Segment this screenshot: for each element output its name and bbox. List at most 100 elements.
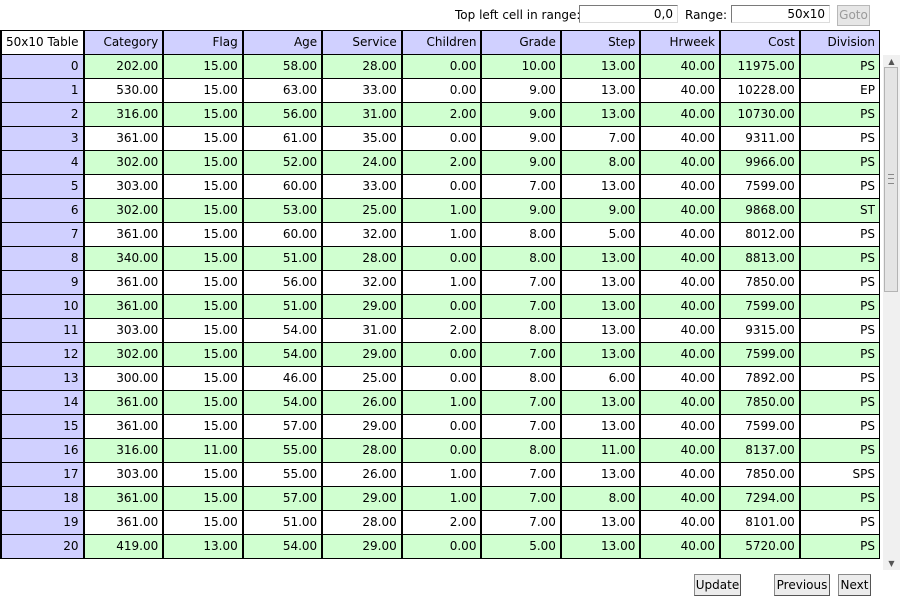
table-cell[interactable]: PS — [798, 54, 880, 79]
vertical-scrollbar[interactable]: ▲ ▼ — [883, 55, 900, 570]
table-cell[interactable]: 303.00 — [82, 174, 164, 199]
table-cell[interactable]: 10730.00 — [719, 102, 801, 127]
table-cell[interactable]: 7599.00 — [719, 342, 801, 367]
table-cell[interactable]: PS — [798, 390, 880, 415]
table-cell[interactable]: 419.00 — [82, 534, 164, 559]
table-cell[interactable]: PS — [798, 534, 880, 559]
table-cell[interactable]: PS — [798, 150, 880, 175]
table-cell[interactable]: 40.00 — [639, 462, 721, 487]
table-cell[interactable]: 15.00 — [162, 270, 244, 295]
table-cell[interactable]: 8.00 — [480, 246, 562, 271]
table-cell[interactable]: 13.00 — [559, 414, 641, 439]
table-cell[interactable]: 0.00 — [400, 294, 482, 319]
table-cell[interactable]: 13.00 — [559, 294, 641, 319]
table-cell[interactable]: 0.00 — [400, 54, 482, 79]
table-cell[interactable]: 340.00 — [82, 246, 164, 271]
scroll-down-arrow-icon[interactable]: ▼ — [888, 559, 895, 568]
table-cell[interactable]: 26.00 — [321, 390, 403, 415]
table-cell[interactable]: 9.00 — [480, 150, 562, 175]
table-cell[interactable]: 9.00 — [480, 102, 562, 127]
table-cell[interactable]: 25.00 — [321, 198, 403, 223]
table-cell[interactable]: 303.00 — [82, 462, 164, 487]
table-cell[interactable]: 13.00 — [559, 54, 641, 79]
table-cell[interactable]: 40.00 — [639, 414, 721, 439]
table-cell[interactable]: 8.00 — [559, 150, 641, 175]
table-cell[interactable]: 0.00 — [400, 246, 482, 271]
table-cell[interactable]: 1.00 — [400, 390, 482, 415]
table-cell[interactable]: 361.00 — [82, 126, 164, 151]
table-cell[interactable]: 8137.00 — [719, 438, 801, 463]
table-cell[interactable]: 9.00 — [559, 198, 641, 223]
table-cell[interactable]: PS — [798, 510, 880, 535]
table-cell[interactable]: 8.00 — [480, 222, 562, 247]
table-cell[interactable]: 31.00 — [321, 318, 403, 343]
table-cell[interactable]: 13.00 — [162, 534, 244, 559]
table-cell[interactable]: 8.00 — [480, 318, 562, 343]
table-cell[interactable]: 8.00 — [480, 438, 562, 463]
table-cell[interactable]: 28.00 — [321, 438, 403, 463]
table-cell[interactable]: 15.00 — [162, 78, 244, 103]
table-cell[interactable]: 8813.00 — [719, 246, 801, 271]
goto-button[interactable]: Goto — [837, 5, 870, 26]
table-cell[interactable]: 302.00 — [82, 150, 164, 175]
table-cell[interactable]: PS — [798, 126, 880, 151]
table-cell[interactable]: 13.00 — [559, 510, 641, 535]
table-cell[interactable]: PS — [798, 174, 880, 199]
table-cell[interactable]: 9311.00 — [719, 126, 801, 151]
table-cell[interactable]: 15.00 — [162, 294, 244, 319]
table-cell[interactable]: 6.00 — [559, 366, 641, 391]
table-cell[interactable]: 40.00 — [639, 246, 721, 271]
table-cell[interactable]: 51.00 — [241, 294, 323, 319]
table-cell[interactable]: 0.00 — [400, 366, 482, 391]
table-cell[interactable]: 0.00 — [400, 534, 482, 559]
table-cell[interactable]: 60.00 — [241, 222, 323, 247]
table-cell[interactable]: 302.00 — [82, 342, 164, 367]
table-cell[interactable]: 7.00 — [480, 342, 562, 367]
table-cell[interactable]: 46.00 — [241, 366, 323, 391]
table-cell[interactable]: 2.00 — [400, 510, 482, 535]
next-button[interactable]: Next — [838, 574, 871, 596]
table-cell[interactable]: 361.00 — [82, 222, 164, 247]
table-cell[interactable]: 52.00 — [241, 150, 323, 175]
table-cell[interactable]: 40.00 — [639, 78, 721, 103]
table-cell[interactable]: 361.00 — [82, 270, 164, 295]
table-cell[interactable]: 54.00 — [241, 534, 323, 559]
table-cell[interactable]: 13.00 — [559, 78, 641, 103]
table-cell[interactable]: 24.00 — [321, 150, 403, 175]
table-cell[interactable]: 29.00 — [321, 534, 403, 559]
table-cell[interactable]: 9315.00 — [719, 318, 801, 343]
table-cell[interactable]: 7850.00 — [719, 270, 801, 295]
table-cell[interactable]: 361.00 — [82, 294, 164, 319]
table-cell[interactable]: 7850.00 — [719, 390, 801, 415]
table-cell[interactable]: 40.00 — [639, 150, 721, 175]
table-cell[interactable]: 7294.00 — [719, 486, 801, 511]
table-cell[interactable]: 0.00 — [400, 414, 482, 439]
table-cell[interactable]: 7.00 — [480, 390, 562, 415]
table-cell[interactable]: 7850.00 — [719, 462, 801, 487]
table-cell[interactable]: 40.00 — [639, 366, 721, 391]
table-cell[interactable]: 7.00 — [480, 270, 562, 295]
table-cell[interactable]: 31.00 — [321, 102, 403, 127]
table-cell[interactable]: 7599.00 — [719, 414, 801, 439]
table-cell[interactable]: 40.00 — [639, 174, 721, 199]
scrollbar-thumb[interactable] — [884, 67, 898, 292]
table-cell[interactable]: 40.00 — [639, 438, 721, 463]
table-cell[interactable]: 32.00 — [321, 222, 403, 247]
table-cell[interactable]: 33.00 — [321, 78, 403, 103]
table-cell[interactable]: PS — [798, 414, 880, 439]
table-cell[interactable]: 303.00 — [82, 318, 164, 343]
table-cell[interactable]: 316.00 — [82, 102, 164, 127]
table-cell[interactable]: 29.00 — [321, 486, 403, 511]
range-input[interactable] — [731, 5, 830, 23]
table-cell[interactable]: 15.00 — [162, 414, 244, 439]
table-cell[interactable]: 302.00 — [82, 198, 164, 223]
table-cell[interactable]: 8.00 — [559, 486, 641, 511]
table-cell[interactable]: 13.00 — [559, 462, 641, 487]
table-cell[interactable]: 9.00 — [480, 126, 562, 151]
table-cell[interactable]: 15.00 — [162, 150, 244, 175]
table-cell[interactable]: 2.00 — [400, 150, 482, 175]
top-left-cell-input[interactable] — [579, 5, 678, 23]
table-cell[interactable]: 7.00 — [480, 486, 562, 511]
table-cell[interactable]: 55.00 — [241, 462, 323, 487]
previous-button[interactable]: Previous — [774, 574, 830, 596]
